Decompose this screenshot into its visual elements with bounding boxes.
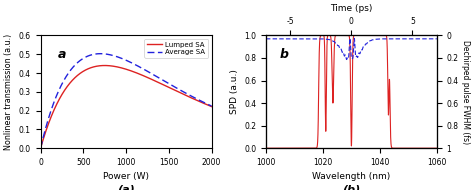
Average SA bbox=[103, 53, 109, 55]
Average SA bbox=[187, 94, 192, 97]
Average SA bbox=[98, 52, 103, 55]
Average SA bbox=[57, 87, 63, 89]
Line: Average SA: Average SA bbox=[41, 54, 211, 148]
Lumped SA bbox=[187, 96, 192, 98]
Average SA bbox=[38, 147, 44, 149]
Text: a: a bbox=[58, 48, 66, 61]
X-axis label: Time (ps): Time (ps) bbox=[330, 4, 373, 13]
Lumped SA bbox=[205, 104, 211, 106]
Line: Lumped SA: Lumped SA bbox=[41, 66, 211, 148]
Y-axis label: Dechirped pulse FWHM (fs): Dechirped pulse FWHM (fs) bbox=[461, 40, 470, 144]
X-axis label: Wavelength (nm): Wavelength (nm) bbox=[312, 173, 391, 181]
Average SA bbox=[67, 70, 73, 72]
Y-axis label: Nonlinear transmission (a.u.): Nonlinear transmission (a.u.) bbox=[4, 34, 13, 150]
Y-axis label: SPD (a.u.): SPD (a.u.) bbox=[229, 69, 238, 114]
Lumped SA bbox=[67, 82, 73, 84]
Lumped SA bbox=[102, 64, 108, 67]
Average SA bbox=[209, 105, 214, 107]
Average SA bbox=[111, 55, 117, 57]
Lumped SA bbox=[57, 97, 63, 99]
Lumped SA bbox=[103, 64, 109, 67]
Average SA bbox=[205, 103, 211, 106]
Text: b: b bbox=[280, 48, 289, 61]
Text: (b): (b) bbox=[342, 184, 361, 190]
Lumped SA bbox=[38, 147, 44, 149]
Lumped SA bbox=[111, 65, 117, 67]
Text: (a): (a) bbox=[117, 184, 135, 190]
X-axis label: Power (W): Power (W) bbox=[103, 173, 149, 181]
Lumped SA bbox=[209, 105, 214, 108]
Legend: Lumped SA, Average SA: Lumped SA, Average SA bbox=[145, 39, 208, 58]
